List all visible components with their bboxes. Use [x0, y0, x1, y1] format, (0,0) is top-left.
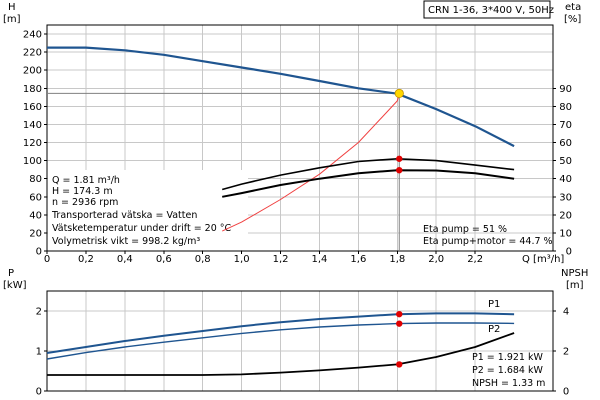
p-tick-label: 0 — [36, 387, 42, 398]
power-chart: 0 1 2 0 2 4 P1 P2 P1 = 1.921 kW P2 = 1.684 kW… — [3, 268, 588, 398]
y-right-tick-label: 30 — [559, 192, 572, 203]
eta-marker — [396, 166, 403, 174]
head-chart: Q = 1.81 m³/h H = 174.3 m n = 2936 rpm T… — [3, 0, 581, 265]
y-right-tick-label: 20 — [559, 210, 572, 221]
y-left-tick-label: 220 — [23, 48, 42, 59]
y-axis-left-unit-head: [m] — [3, 14, 21, 25]
y-left-tick-label: 0 — [36, 247, 42, 258]
x-tick-label: 1,2 — [273, 254, 289, 265]
npsh-tick-label: 0 — [563, 387, 569, 398]
power-marker — [396, 361, 403, 368]
info-speed: n = 2936 rpm — [52, 197, 118, 208]
npsh-tick-label: 4 — [563, 307, 569, 318]
info-liquid: Transporterad vätska = Vatten — [51, 210, 197, 221]
p-tick-label: 2 — [36, 307, 42, 318]
y-right-tick-label: 70 — [559, 120, 572, 131]
y-left-tick-label: 180 — [23, 84, 42, 95]
operating-info-block: Q = 1.81 m³/h H = 174.3 m n = 2936 rpm T… — [48, 170, 248, 250]
pump-label: CRN 1-36, 3*400 V, 50Hz — [428, 5, 554, 16]
x-axis-label-flow: Q [m³/h] — [522, 254, 564, 265]
operating-point-marker — [394, 88, 404, 99]
power-chart-curves — [46, 310, 515, 376]
x-tick-label: 1,6 — [350, 254, 366, 265]
p2-curve — [46, 322, 515, 360]
y-left-tick-label: 140 — [23, 120, 42, 131]
power-chart-frame — [46, 290, 554, 392]
y-left-tick-label: 40 — [29, 210, 42, 221]
info-eta-pump-motor: Eta pump+motor = 44.7 % — [423, 236, 553, 247]
y-left-tick-label: 120 — [23, 138, 42, 149]
y-axis-right-unit-npsh: [m] — [566, 280, 584, 291]
y-axis-right-unit-eta: [%] — [564, 14, 581, 25]
y-axis-right-label-eta: eta — [565, 2, 581, 13]
power-chart-ticks: 0 1 2 0 2 4 — [36, 307, 570, 398]
y-right-tick-label: 50 — [559, 156, 572, 167]
operating-info-background — [48, 170, 248, 250]
x-tick-label: 0,6 — [156, 254, 172, 265]
system-curve-curve — [221, 93, 400, 232]
head-curve — [47, 46, 515, 148]
info-density: Volymetrisk vikt = 998.2 kg/m³ — [52, 236, 200, 247]
pump-label-box — [423, 0, 551, 19]
p-tick-label: 1 — [36, 347, 42, 358]
y-left-tick-label: 80 — [29, 174, 42, 185]
power-info-npsh: NPSH = 1.33 m — [472, 378, 545, 389]
power-info-p1: P1 = 1.921 kW — [472, 352, 543, 363]
info-flow: Q = 1.81 m³/h — [52, 175, 120, 186]
p1-series-label: P1 — [488, 299, 500, 310]
y-axis-right-label-npsh: NPSH — [561, 268, 588, 279]
head-chart-curves — [47, 46, 515, 251]
y-right-tick-label: 60 — [559, 138, 572, 149]
power-marker — [396, 320, 403, 327]
power-marker — [396, 310, 403, 318]
x-tick-label: 1,4 — [312, 254, 328, 265]
head-chart-frame — [46, 24, 554, 252]
y-axis-left-unit-power: [kW] — [3, 280, 27, 291]
info-temperature: Vätsketemperatur under drift = 20 °C — [52, 223, 232, 234]
y-right-tick-label: 0 — [566, 247, 572, 258]
y-right-tick-label: 80 — [559, 102, 572, 113]
npsh-tick-label: 2 — [563, 347, 569, 358]
y-axis-left-label-head: H — [8, 2, 16, 13]
head-chart-ticks: 0 0,2 0,4 0,6 0,8 1,0 1,2 1,4 1,6 1,8 2,0 2,2 0 20 40 6… — [23, 30, 572, 265]
y-left-tick-label: 100 — [23, 156, 42, 167]
info-eta-pump: Eta pump = 51 % — [423, 224, 507, 235]
eta-pump-curve — [221, 158, 515, 191]
eta-marker — [396, 155, 403, 162]
x-tick-label: 0,8 — [195, 254, 211, 265]
x-tick-label: 0 — [44, 254, 50, 265]
x-tick-label: 0,2 — [78, 254, 94, 265]
y-right-tick-label: 10 — [559, 228, 572, 239]
efficiency-info-block: Eta pump = 51 % Eta pump+motor = 44.7 % — [423, 224, 553, 247]
y-left-tick-label: 160 — [23, 102, 42, 113]
y-axis-left-label-power: P — [8, 268, 14, 279]
x-tick-label: 1,8 — [389, 254, 405, 265]
y-left-tick-label: 20 — [29, 228, 42, 239]
eta-pump-motor-curve — [222, 169, 515, 198]
y-right-tick-label: 90 — [559, 84, 572, 95]
p2-series-label: P2 — [488, 324, 500, 335]
y-left-tick-label: 60 — [29, 192, 42, 203]
y-left-tick-label: 240 — [23, 30, 42, 41]
p1-curve — [46, 312, 515, 354]
x-tick-label: 0,4 — [117, 254, 133, 265]
npsh-curve — [47, 332, 515, 376]
y-left-tick-label: 200 — [23, 66, 42, 77]
info-head: H = 174.3 m — [52, 186, 113, 197]
power-info-p2: P2 = 1.684 kW — [472, 365, 543, 376]
x-tick-label: 2,0 — [428, 254, 444, 265]
x-tick-label: 2,2 — [467, 254, 483, 265]
y-right-tick-label: 40 — [559, 174, 572, 185]
x-tick-label: 1,0 — [234, 254, 250, 265]
